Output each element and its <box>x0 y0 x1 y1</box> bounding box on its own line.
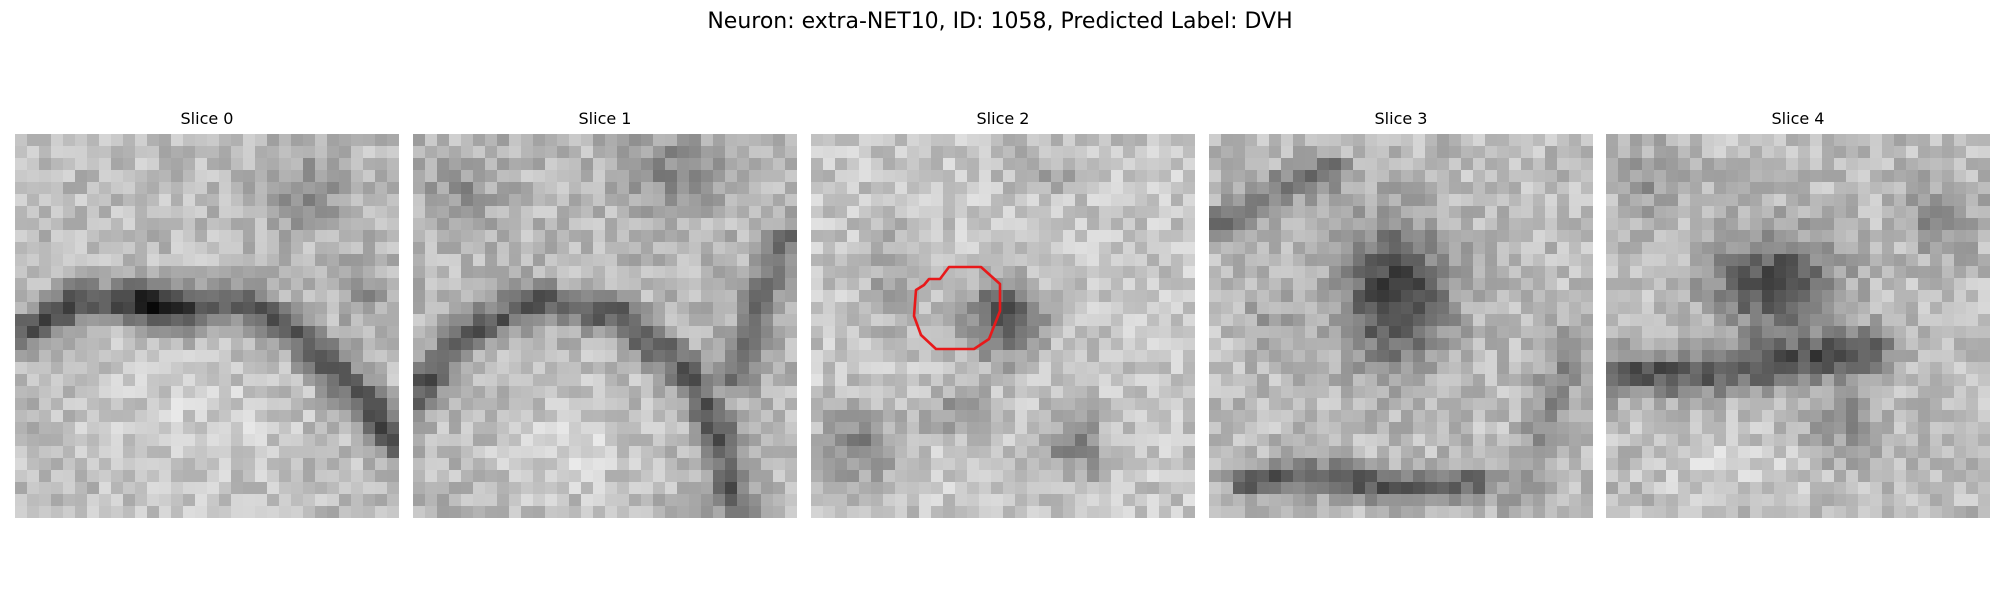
slice-title: Slice 0 <box>180 109 234 128</box>
slice-panel-2: Slice 2 <box>811 107 1195 518</box>
slice-image-canvas <box>1209 134 1593 518</box>
figure-title: Neuron: extra-NET10, ID: 1058, Predicted… <box>707 9 1293 34</box>
slice-panel-3: Slice 3 <box>1209 107 1593 518</box>
slice-title: Slice 4 <box>1771 109 1825 128</box>
slice-image-canvas <box>811 134 1195 518</box>
roi-outline <box>912 265 1002 351</box>
slice-image <box>413 134 797 518</box>
slice-title: Slice 3 <box>1374 109 1428 128</box>
slice-image-canvas <box>15 134 399 518</box>
slice-title: Slice 1 <box>578 109 632 128</box>
slice-panel-4: Slice 4 <box>1606 107 1990 518</box>
roi-polygon <box>912 265 1002 351</box>
slice-image <box>811 134 1195 518</box>
slice-panel-0: Slice 0 <box>15 107 399 518</box>
slice-image <box>1209 134 1593 518</box>
slice-panel-1: Slice 1 <box>413 107 797 518</box>
slice-title: Slice 2 <box>976 109 1030 128</box>
slice-image-canvas <box>1606 134 1990 518</box>
slice-image-canvas <box>413 134 797 518</box>
slice-image <box>15 134 399 518</box>
slice-image <box>1606 134 1990 518</box>
